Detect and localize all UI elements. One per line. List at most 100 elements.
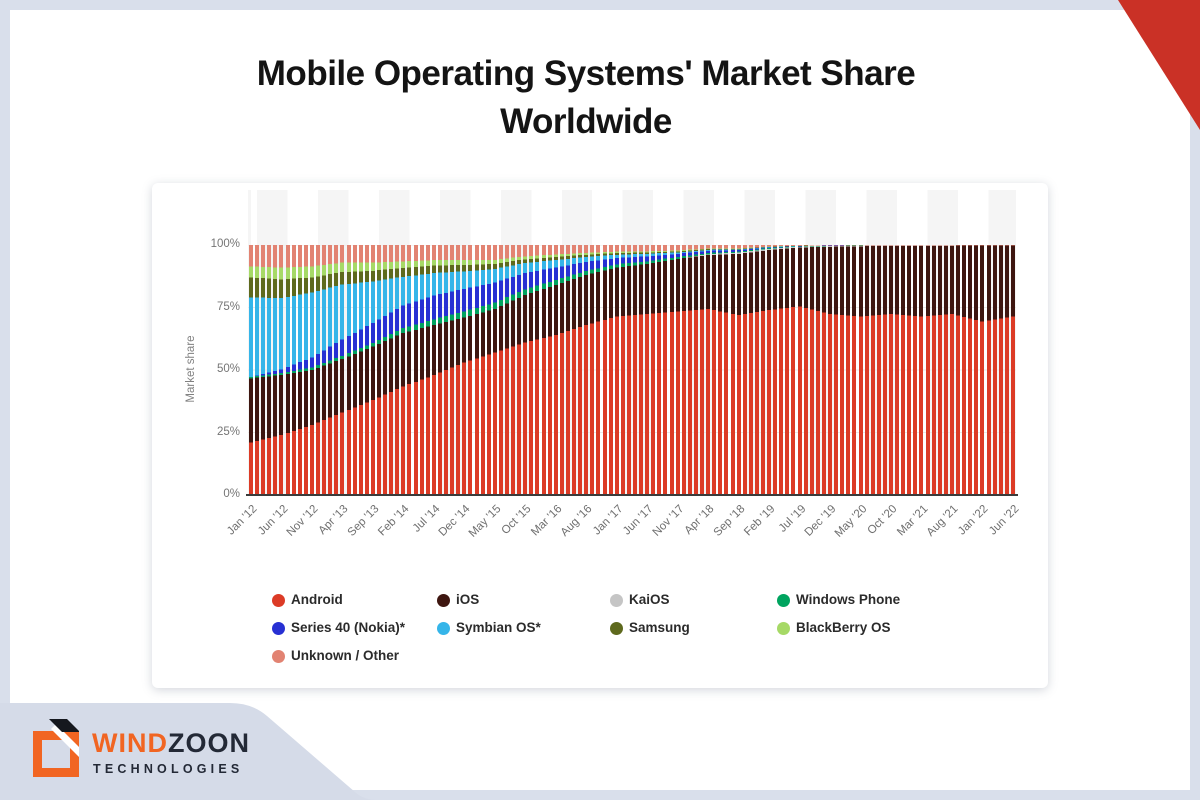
- bar-segment: [529, 341, 533, 495]
- bar-segment: [505, 303, 509, 349]
- bar-segment: [505, 258, 509, 262]
- bar-segment: [718, 249, 722, 251]
- bar-segment: [383, 245, 387, 262]
- bar-segment: [743, 249, 747, 251]
- bar-segment: [609, 318, 613, 495]
- bar-segment: [322, 365, 326, 420]
- bar-segment: [548, 245, 552, 255]
- bar-segment: [627, 266, 631, 316]
- bar-segment: [926, 245, 930, 316]
- bar-segment: [639, 314, 643, 495]
- bar-segment: [609, 269, 613, 318]
- bar-segment: [627, 315, 631, 495]
- legend-item-ios: iOS: [456, 592, 480, 607]
- bar-segment: [700, 255, 704, 256]
- bar-segment: [645, 313, 649, 495]
- bar-segment: [773, 248, 777, 250]
- bar-segment: [340, 272, 344, 285]
- bar-segment: [663, 258, 667, 261]
- bar-segment: [505, 348, 509, 495]
- bar-segment: [383, 262, 387, 270]
- bar-segment: [572, 253, 576, 256]
- bar-segment: [682, 250, 686, 252]
- bar-segment: [657, 250, 661, 252]
- y-axis-tick-label: 75%: [216, 300, 240, 313]
- bar-segment: [828, 246, 832, 314]
- bar-segment: [663, 260, 667, 313]
- bar-segment: [286, 374, 290, 433]
- bar-segment: [407, 384, 411, 495]
- bar-segment: [859, 245, 863, 247]
- bar-segment: [255, 277, 259, 298]
- bar-segment: [365, 282, 369, 327]
- bar-segment: [493, 308, 497, 353]
- bar-segment: [645, 263, 649, 314]
- bar-segment: [334, 273, 338, 287]
- bar-segment: [938, 245, 942, 315]
- bar-segment: [609, 253, 613, 256]
- bar-segment: [578, 263, 582, 273]
- bar-segment: [316, 367, 320, 423]
- bar-segment: [322, 362, 326, 366]
- bar-segment: [279, 298, 283, 370]
- bar-segment: [542, 283, 546, 289]
- bar-segment: [859, 316, 863, 495]
- bar-segment: [791, 248, 795, 307]
- bar-segment: [511, 300, 515, 347]
- bar-segment: [359, 282, 363, 330]
- bar-segment: [834, 245, 838, 246]
- bar-segment: [767, 310, 771, 495]
- bar-segment: [517, 264, 521, 275]
- bar-segment: [596, 272, 600, 322]
- bar-segment: [298, 278, 302, 295]
- bar-segment: [389, 338, 393, 392]
- bar-segment: [688, 257, 692, 311]
- bar-segment: [755, 250, 759, 252]
- bar-segment: [389, 391, 393, 495]
- bar-segment: [670, 311, 674, 495]
- bar-segment: [334, 245, 338, 264]
- bar-segment: [621, 254, 625, 258]
- bar-segment: [377, 280, 381, 320]
- bar-segment: [493, 352, 497, 495]
- legend-dot-windows-phone: [777, 594, 790, 607]
- bar-segment: [316, 290, 320, 354]
- bar-segment: [657, 312, 661, 495]
- bar-segment: [481, 259, 485, 265]
- bar-segment: [700, 245, 704, 249]
- bar-segment: [340, 355, 344, 359]
- bar-segment: [590, 256, 594, 262]
- bar-segment: [627, 254, 631, 258]
- bar-segment: [535, 270, 539, 286]
- bar-segment: [889, 246, 893, 314]
- bar-segment: [603, 270, 607, 320]
- bar-segment: [810, 247, 814, 310]
- bar-segment: [475, 358, 479, 495]
- bar-segment: [432, 375, 436, 495]
- bar-segment: [273, 267, 277, 279]
- bar-segment: [328, 274, 332, 288]
- bar-segment: [395, 277, 399, 309]
- bar-segment: [273, 370, 277, 374]
- bar-segment: [328, 287, 332, 347]
- bar-segment: [767, 245, 771, 247]
- bar-segment: [731, 248, 735, 250]
- bar-segment: [688, 251, 692, 253]
- bar-segment: [395, 308, 399, 331]
- bar-segment: [365, 348, 369, 403]
- bar-segment: [779, 308, 783, 495]
- bar-segment: [389, 245, 393, 262]
- bar-segment: [298, 372, 302, 429]
- bar-segment: [298, 294, 302, 363]
- bar-segment: [724, 248, 728, 250]
- bar-segment: [682, 250, 686, 251]
- bar-segment: [304, 371, 308, 427]
- legend-dot-unknown-other: [272, 650, 285, 663]
- bar-segment: [273, 278, 277, 298]
- legend-dot-series-40-nokia: [272, 622, 285, 635]
- bar-segment: [389, 278, 393, 313]
- bar-segment: [737, 252, 741, 254]
- bar-segment: [706, 253, 710, 255]
- bar-segment: [639, 252, 643, 254]
